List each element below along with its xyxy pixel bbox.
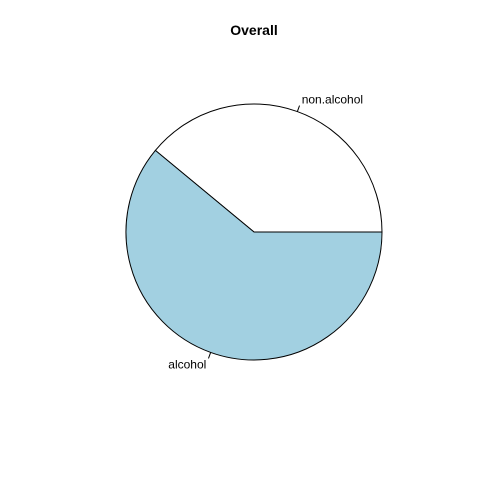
pie-slice-alcohol: [125, 149, 383, 361]
pie-label-non-alcohol: non.alcohol: [302, 93, 363, 107]
pie-label-tick: [296, 105, 301, 112]
pie-label-tick: [207, 352, 212, 359]
pie-label-alcohol: alcohol: [168, 357, 206, 371]
chart-title: Overall: [230, 22, 277, 38]
pie-labels: non.alcohol alcohol: [168, 93, 363, 372]
pie-slices: [125, 103, 383, 361]
